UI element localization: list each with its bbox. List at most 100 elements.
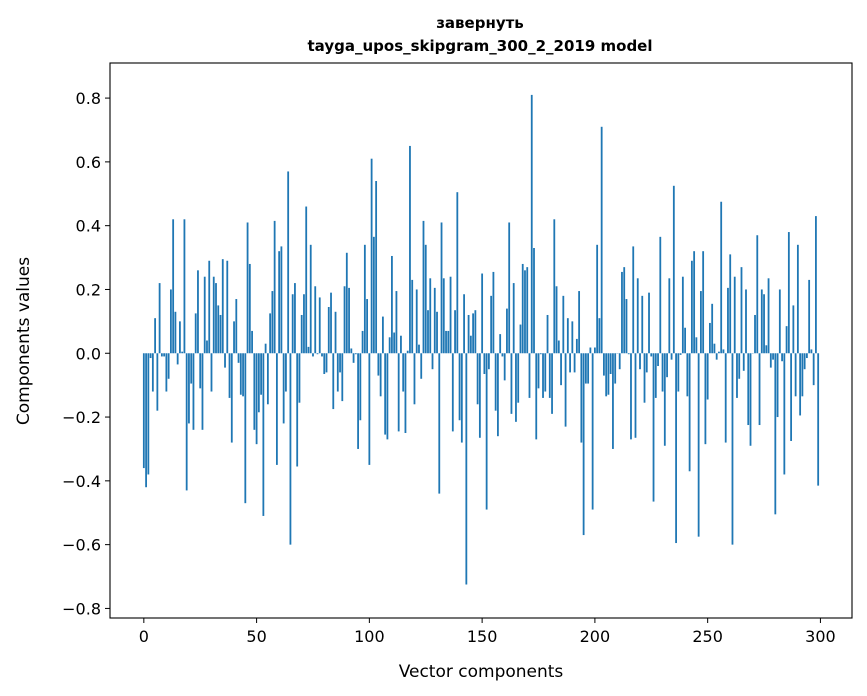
bar [487, 353, 490, 370]
bar [481, 273, 484, 354]
bar [713, 343, 716, 354]
bar [316, 353, 319, 355]
bar [221, 259, 224, 354]
bar [499, 334, 502, 354]
bar [517, 353, 520, 403]
bar [154, 318, 157, 354]
bar [192, 353, 195, 430]
bar [260, 353, 263, 395]
bar [352, 353, 355, 363]
bar [341, 353, 344, 402]
bar [440, 222, 443, 354]
bar [650, 353, 653, 357]
bar [596, 244, 599, 354]
bar [587, 353, 590, 384]
bar [693, 251, 696, 354]
bar [760, 289, 763, 354]
bar [224, 353, 226, 368]
bar [176, 353, 179, 365]
bar [294, 283, 296, 354]
x-tick-label: 250 [692, 627, 723, 646]
bar [312, 353, 314, 357]
bar [357, 353, 359, 449]
bar [269, 313, 272, 354]
bar [257, 353, 260, 413]
bar [672, 185, 675, 354]
bar [815, 216, 817, 354]
bar [812, 353, 815, 386]
bar [438, 353, 441, 494]
bar [467, 314, 470, 354]
bar [573, 353, 576, 373]
bar [623, 267, 626, 354]
bar [415, 289, 418, 354]
bar [147, 353, 150, 475]
x-tick-label: 0 [139, 627, 149, 646]
bar [769, 353, 772, 368]
bar [648, 292, 650, 354]
bar [368, 353, 371, 465]
bar [402, 353, 405, 392]
y-tick-label: −0.8 [62, 599, 101, 618]
bar [560, 353, 562, 386]
bar [400, 335, 402, 354]
bar [391, 255, 393, 354]
bar [350, 348, 353, 354]
bar [339, 353, 341, 373]
bar [740, 267, 743, 354]
bar [273, 220, 276, 354]
bar [413, 353, 416, 405]
bar [785, 326, 788, 354]
bar [621, 271, 623, 354]
bar [431, 353, 434, 370]
bar [618, 353, 621, 370]
bar [704, 353, 707, 445]
plot-frame [109, 62, 853, 619]
bar [731, 353, 734, 545]
bar [697, 353, 700, 537]
bar [165, 353, 168, 392]
bar [296, 353, 299, 467]
bar [149, 353, 152, 359]
bar [472, 313, 475, 354]
bar [718, 351, 720, 354]
bar [233, 321, 235, 354]
bar [641, 295, 644, 354]
bar [422, 220, 425, 354]
bar [654, 353, 657, 398]
bar [526, 267, 529, 354]
bar [679, 353, 682, 355]
bar [515, 353, 517, 422]
bar [758, 353, 761, 426]
bar [169, 289, 172, 354]
bar [289, 353, 292, 545]
bar [681, 276, 684, 354]
bar [803, 353, 806, 370]
bar [348, 287, 350, 354]
bar [447, 330, 450, 354]
bar [278, 251, 281, 354]
bar [584, 353, 587, 384]
bar [727, 287, 729, 354]
bar [612, 353, 614, 449]
bar [418, 344, 420, 354]
bar [460, 353, 463, 443]
bar [539, 353, 542, 355]
bar [506, 308, 508, 354]
bar [303, 294, 305, 354]
bar [217, 305, 220, 354]
bar [485, 353, 488, 510]
bar [492, 271, 495, 354]
bar [427, 310, 429, 354]
bar [772, 353, 774, 360]
bar [634, 353, 637, 438]
bar [557, 340, 560, 354]
bar [411, 279, 414, 354]
bar [763, 294, 765, 354]
bar [483, 353, 486, 374]
bar [375, 181, 378, 354]
bar [384, 353, 387, 435]
bar [555, 286, 558, 354]
bar [197, 270, 199, 354]
